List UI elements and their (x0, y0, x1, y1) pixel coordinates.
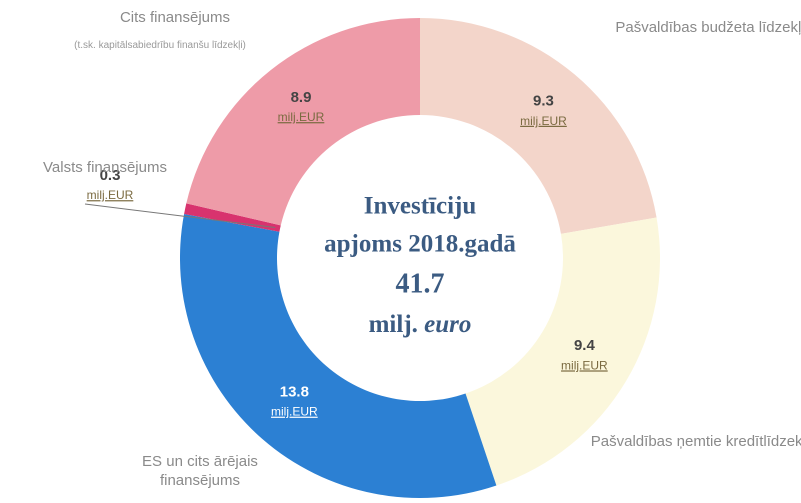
value-label: 9.3 (533, 93, 554, 110)
unit-label: milj.EUR (278, 110, 325, 124)
donut-segment (420, 18, 657, 234)
center-title: Investīciju (364, 193, 477, 220)
unit-label: milj.EUR (561, 358, 608, 372)
category-label: Valsts finansējums (43, 159, 167, 176)
value-label: 9.4 (574, 337, 596, 354)
unit-text: euro (424, 311, 471, 338)
unit-label: milj.EUR (87, 188, 134, 202)
unit-label: milj.EUR (520, 114, 567, 128)
donut-segment (186, 18, 420, 226)
category-label: Pašvaldības ņemtie kredītlīdzekļi (590, 433, 801, 450)
value-label: 0.3 (100, 167, 121, 184)
center-unit: milj. euro (369, 311, 472, 338)
value-label: 8.9 (291, 89, 312, 106)
category-label: Pašvaldības budžeta līdzekļi (615, 19, 801, 36)
value-label: 13.8 (280, 383, 309, 400)
category-label: ES un cits ārējais finansējums (142, 453, 258, 489)
center-title: apjoms 2018.gadā (324, 231, 516, 258)
category-label: Cits finansējums (119, 9, 231, 26)
donut-segment (180, 213, 497, 498)
annotation: (t.sk. kapitālsabiedrību finanšu līdzekļ… (74, 40, 246, 51)
donut-segment (184, 203, 281, 232)
unit-label: milj.EUR (271, 405, 318, 419)
center-total: 41.7 (396, 268, 445, 299)
leader-line (84, 203, 276, 229)
unit-text: milj. (369, 311, 418, 338)
donut-segment (465, 217, 660, 486)
